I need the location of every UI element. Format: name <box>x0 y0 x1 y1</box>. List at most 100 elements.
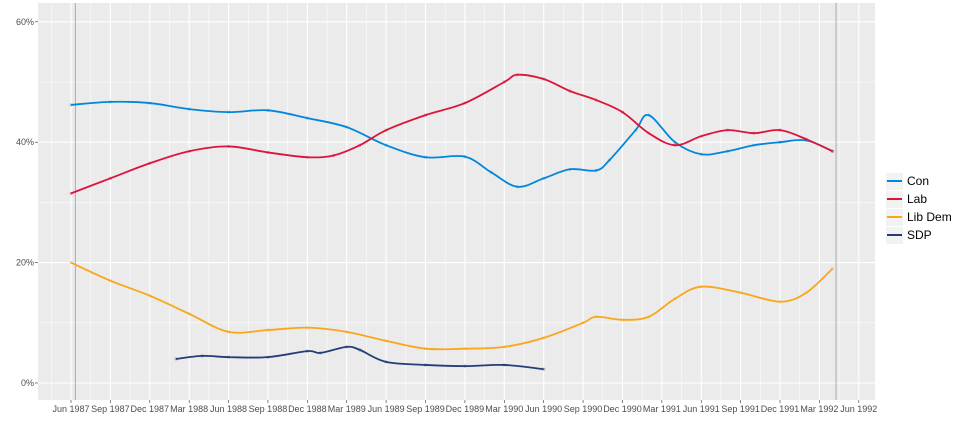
data-point-lib-dem <box>673 297 677 301</box>
data-point-lib-dem <box>620 318 625 322</box>
data-point-sdp <box>200 354 204 358</box>
data-point-con <box>489 170 493 174</box>
y-tick-label: 40% <box>16 137 34 147</box>
data-point-sdp <box>345 345 349 349</box>
data-point-con <box>108 100 112 104</box>
series-line-con <box>70 100 833 188</box>
data-point-con <box>725 149 730 153</box>
data-point-lib-dem <box>594 315 598 319</box>
data-point-con <box>423 155 428 159</box>
data-point-lib-dem <box>69 261 73 265</box>
data-point-sdp <box>226 355 231 359</box>
data-point-lab <box>804 137 808 141</box>
data-point-lib-dem <box>830 267 835 271</box>
data-point-sdp <box>358 348 362 352</box>
data-point-lab <box>332 153 336 158</box>
data-point-sdp <box>542 367 546 371</box>
data-point-lab <box>108 176 112 180</box>
data-point-sdp <box>384 360 388 364</box>
data-point-lib-dem <box>778 300 782 304</box>
data-point-lib-dem <box>804 291 808 295</box>
legend-label-con: Con <box>907 174 929 188</box>
data-point-con <box>568 167 572 171</box>
data-point-lab <box>699 134 703 138</box>
x-tick-label: Mar 1991 <box>643 404 681 414</box>
plot-background <box>38 3 875 400</box>
legend-label-lab: Lab <box>907 192 927 206</box>
data-point-lib-dem <box>148 294 152 298</box>
data-point-con <box>148 101 152 105</box>
x-tick-label: Jun 1990 <box>525 404 562 414</box>
x-tick-label: Jun 1991 <box>683 404 720 414</box>
data-point-lib-dem <box>187 312 191 316</box>
series-line-lab <box>70 73 833 195</box>
x-tick-label: Sep 1989 <box>406 404 445 414</box>
x-tick-label: Mar 1989 <box>328 404 366 414</box>
data-point-lib-dem <box>108 279 112 283</box>
data-point-sdp <box>463 364 467 368</box>
data-point-lab <box>778 128 782 132</box>
x-tick-label: Dec 1988 <box>288 404 327 414</box>
data-point-lab <box>305 155 309 159</box>
data-point-lib-dem <box>423 347 428 351</box>
data-point-con <box>673 140 677 144</box>
x-tick-label: Jun 1988 <box>210 404 247 414</box>
data-point-con <box>752 143 756 147</box>
data-point-lab <box>266 150 270 155</box>
data-point-lab <box>69 191 73 195</box>
data-point-sdp <box>305 349 309 353</box>
data-point-lab <box>647 131 651 135</box>
x-tick-label: Mar 1992 <box>800 404 838 414</box>
x-tick-label: Mar 1988 <box>170 404 208 414</box>
x-tick-label: Sep 1990 <box>564 404 603 414</box>
data-point-lab <box>358 143 362 147</box>
y-tick-label: 20% <box>16 258 34 268</box>
x-tick-label: Dec 1989 <box>446 404 485 414</box>
data-point-lab <box>148 161 152 165</box>
data-point-sdp <box>174 357 178 361</box>
data-point-con <box>542 176 546 180</box>
data-point-lab <box>594 98 598 102</box>
x-tick-label: Sep 1991 <box>721 404 760 414</box>
data-point-lib-dem <box>463 347 467 351</box>
data-point-con <box>305 116 309 120</box>
data-point-con <box>187 107 191 111</box>
legend-label-sdp: SDP <box>907 228 932 242</box>
data-point-con <box>384 143 388 147</box>
data-point-con <box>463 155 467 159</box>
data-point-lab <box>620 110 625 114</box>
data-point-lab <box>830 149 835 153</box>
data-point-sdp <box>266 355 270 359</box>
y-tick-label: 60% <box>16 17 34 27</box>
data-point-lib-dem <box>502 345 506 349</box>
data-point-lib-dem <box>542 336 546 340</box>
data-point-lab <box>752 131 756 135</box>
data-point-lib-dem <box>226 330 231 334</box>
data-point-sdp <box>502 363 506 367</box>
data-point-lib-dem <box>384 339 388 343</box>
data-point-lab <box>463 101 467 105</box>
series-line-lib-dem <box>70 261 834 351</box>
data-point-con <box>226 110 231 114</box>
data-point-con <box>778 140 782 144</box>
data-point-lab <box>673 143 677 147</box>
legend: Con Lab Lib Dem SDP <box>884 168 956 248</box>
data-point-lab <box>384 128 388 132</box>
y-tick-label: 0% <box>21 378 34 388</box>
data-point-con <box>633 128 638 132</box>
data-point-lib-dem <box>699 285 703 289</box>
data-point-con <box>69 103 73 107</box>
data-point-lab <box>423 113 428 117</box>
data-point-con <box>647 113 651 117</box>
x-tick-label: Dec 1990 <box>603 404 642 414</box>
x-tick-label: Mar 1990 <box>485 404 523 414</box>
data-point-lab <box>187 149 191 153</box>
x-tick-label: Jun 1989 <box>368 404 405 414</box>
data-point-sdp <box>423 363 428 367</box>
data-point-lab <box>226 144 231 149</box>
data-point-lab <box>568 89 572 93</box>
data-point-con <box>607 158 611 162</box>
data-point-con <box>515 185 520 189</box>
x-tick-label: Sep 1987 <box>91 404 130 414</box>
data-point-lib-dem <box>305 326 309 330</box>
